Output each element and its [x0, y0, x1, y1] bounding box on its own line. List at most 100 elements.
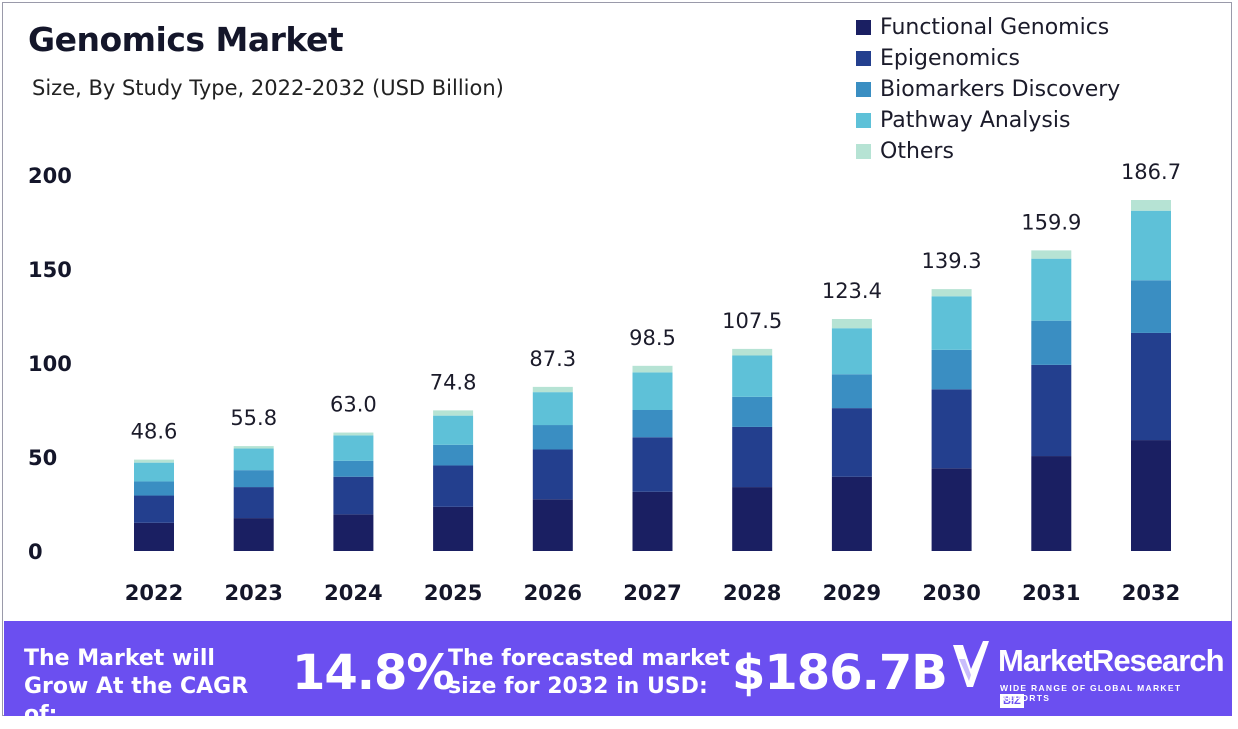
bar-total-label: 87.3 [529, 347, 576, 371]
bar-segment-epigenomics [632, 437, 673, 492]
bar-segment-others [831, 319, 872, 329]
bar-segment-pathway-analysis [632, 372, 673, 410]
chart-title: Genomics Market [28, 20, 344, 59]
legend-item-epigenomics: Epigenomics [856, 43, 1120, 74]
legend-item-functional-genomics: Functional Genomics [856, 12, 1120, 43]
bar-segment-others [433, 410, 474, 416]
x-tick-label: 2027 [623, 581, 681, 605]
bar-segment-epigenomics [333, 476, 374, 515]
bar-segment-functional-genomics [1031, 456, 1072, 551]
forecast-label: The forecasted market size for 2032 in U… [448, 646, 730, 699]
bar-segment-others [134, 459, 174, 463]
bar-segment-biomarkers-discovery [134, 481, 174, 496]
bar-segment-pathway-analysis [831, 328, 872, 375]
bar-segment-functional-genomics [831, 476, 872, 551]
bar-segment-biomarkers-discovery [1131, 280, 1171, 333]
bar-segment-others [732, 348, 773, 356]
bar-segment-others [931, 289, 972, 297]
legend-swatch [856, 51, 871, 66]
legend-swatch [856, 144, 871, 159]
bar-segment-pathway-analysis [433, 415, 474, 445]
bar-segment-functional-genomics [433, 506, 474, 551]
x-tick-label: 2032 [1122, 581, 1180, 605]
bar-total-label: 159.9 [1021, 210, 1081, 234]
bar-segment-pathway-analysis [1131, 210, 1171, 281]
bar-total-label: 123.4 [822, 279, 882, 303]
legend-label: Pathway Analysis [880, 108, 1071, 133]
legend-swatch [856, 82, 871, 97]
cagr-value: 14.8% [292, 645, 455, 701]
bar-segment-epigenomics [732, 426, 773, 488]
bar-segment-biomarkers-discovery [433, 444, 474, 466]
bar-segment-functional-genomics [1131, 440, 1171, 551]
bar-segment-epigenomics [1131, 332, 1171, 441]
bar-segment-others [233, 446, 274, 449]
bar-segment-functional-genomics [931, 468, 972, 551]
stacked-bar-chart: 0 50 100 150 200 48.6 2022 55.8 2023 63.0 2024 74.8… [28, 160, 1181, 605]
x-tick-label: 2022 [125, 581, 183, 605]
y-tick-label: 50 [28, 446, 57, 470]
x-tick-label: 2030 [922, 581, 980, 605]
bar-segment-functional-genomics [732, 487, 773, 551]
bar-segment-functional-genomics [333, 514, 374, 551]
bar-segment-functional-genomics [532, 499, 573, 551]
legend-swatch [856, 113, 871, 128]
legend-label: Functional Genomics [880, 15, 1110, 40]
logo-name: MarketResearch [998, 643, 1225, 678]
legend-item-biomarkers-discovery: Biomarkers Discovery [856, 74, 1120, 105]
x-tick-label: 2028 [723, 581, 781, 605]
legend: Functional Genomics Epigenomics Biomarke… [856, 12, 1120, 167]
x-tick-label: 2026 [524, 581, 582, 605]
x-tick-label: 2025 [424, 581, 482, 605]
logo-tagline: WIDE RANGE OF GLOBAL MARKET REPORTS [1000, 683, 1182, 703]
bar-total-label: 48.6 [131, 420, 178, 444]
bar-segment-pathway-analysis [931, 296, 972, 350]
legend-swatch [856, 20, 871, 35]
bar-segment-others [1131, 200, 1171, 211]
bar-segment-biomarkers-discovery [931, 349, 972, 390]
bar-segment-biomarkers-discovery [632, 410, 673, 438]
y-tick-label: 0 [28, 540, 43, 564]
bar-segment-functional-genomics [134, 522, 174, 551]
legend-item-others: Others [856, 136, 1120, 167]
bar-segment-biomarkers-discovery [831, 374, 872, 409]
legend-label: Others [880, 139, 954, 164]
bar-segment-pathway-analysis [233, 448, 274, 471]
bar-segment-epigenomics [233, 487, 274, 519]
bar-segment-epigenomics [433, 465, 474, 507]
bar-segment-epigenomics [931, 389, 972, 469]
bar-total-label: 74.8 [430, 370, 477, 394]
forecast-value: $186.7B [732, 645, 948, 701]
bar-segment-others [1031, 250, 1072, 259]
cagr-label: The Market will Grow At the CAGR of: [24, 646, 249, 727]
footer-banner: The Market will Grow At the CAGR of: 14.… [4, 621, 1232, 727]
logo-badge: BIZ [1000, 694, 1024, 708]
x-tick-label: 2024 [324, 581, 382, 605]
chart-subtitle: Size, By Study Type, 2022-2032 (USD Bill… [32, 76, 504, 100]
bar-total-label: 107.5 [722, 309, 782, 333]
bar-segment-biomarkers-discovery [732, 396, 773, 427]
bar-segment-epigenomics [1031, 364, 1072, 457]
bar-segment-epigenomics [134, 495, 174, 523]
bar-segment-epigenomics [532, 449, 573, 500]
bar-segment-pathway-analysis [1031, 258, 1072, 321]
legend-item-pathway-analysis: Pathway Analysis [856, 105, 1120, 136]
bar-total-label: 139.3 [922, 249, 982, 273]
legend-label: Biomarkers Discovery [880, 77, 1121, 102]
x-tick-label: 2031 [1022, 581, 1080, 605]
bar-segment-others [632, 365, 673, 373]
bar-segment-biomarkers-discovery [1031, 320, 1072, 365]
y-tick-label: 200 [28, 164, 72, 188]
bar-segment-biomarkers-discovery [333, 460, 374, 477]
bar-segment-functional-genomics [233, 518, 274, 551]
bar-segment-pathway-analysis [732, 355, 773, 397]
bar-total-label: 55.8 [230, 406, 277, 430]
bar-segment-pathway-analysis [532, 392, 573, 426]
y-tick-label: 100 [28, 352, 72, 376]
bar-segment-functional-genomics [632, 491, 673, 551]
x-tick-label: 2023 [224, 581, 282, 605]
bar-total-label: 98.5 [629, 326, 676, 350]
legend-label: Epigenomics [880, 46, 1020, 71]
bar-segment-pathway-analysis [134, 462, 174, 482]
y-tick-label: 150 [28, 258, 72, 282]
